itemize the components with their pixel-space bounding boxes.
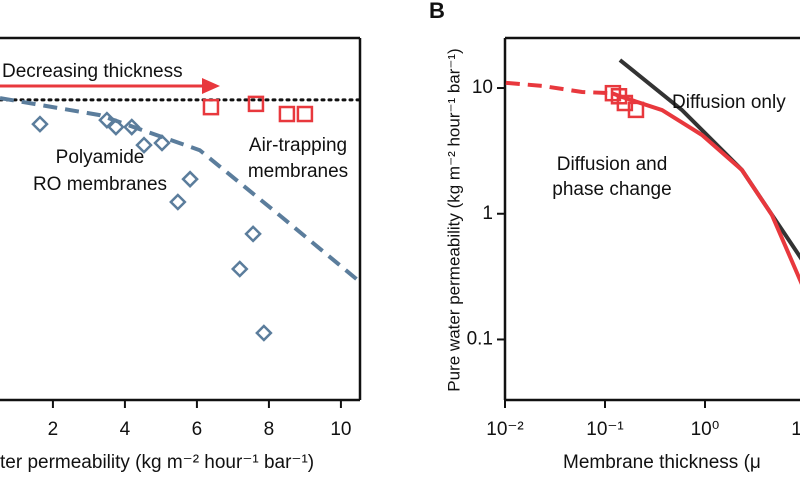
x-tick-label: 10 — [330, 419, 351, 440]
annotation: RO membranes — [33, 174, 167, 195]
y-tick-label: 0.1 — [467, 328, 493, 349]
diamond-point — [107, 118, 125, 136]
x-tick-label: 10¹ — [791, 419, 800, 440]
y-tick-label: 1 — [482, 203, 493, 224]
square-point — [247, 95, 265, 113]
x-tick-label: 4 — [120, 419, 131, 440]
annotation: Diffusion only — [672, 92, 786, 113]
diamond-point — [230, 260, 249, 278]
panel-label: B — [429, 0, 445, 23]
annotation: membranes — [248, 161, 348, 182]
diamond-point — [135, 136, 153, 154]
diamond-point — [31, 115, 49, 133]
panel: 2 4 6 8 10 ter permeability (kg m⁻² hour⁻¹ ba… — [0, 36, 362, 473]
x-tick-label: 8 — [264, 419, 275, 440]
diamond-point — [255, 324, 273, 342]
annotation: Polyamide — [56, 147, 145, 168]
y-axis-label: Pure water permeability (kg m⁻² hour⁻¹ b… — [444, 48, 463, 391]
thickness-arrow — [0, 78, 220, 94]
annotation: Diffusion and — [557, 154, 668, 175]
annotation: Air-trapping — [249, 135, 347, 156]
panel: 10⁻² 10⁻¹ 10⁰ 10¹ 0.1 1 10 Membrane thickness (… — [429, 0, 800, 473]
x-tick-label: 10⁰ — [691, 419, 720, 440]
square-point — [296, 105, 314, 123]
curve — [505, 80, 612, 96]
x-axis-label: ter permeability (kg m⁻² hour⁻¹ bar⁻¹) — [0, 452, 314, 473]
annotation: phase change — [552, 179, 671, 200]
x-tick-label: 10⁻² — [486, 419, 524, 440]
y-tick-label: 10 — [472, 77, 493, 98]
diamond-point — [244, 225, 262, 243]
diamond-point — [169, 193, 187, 211]
square-point — [627, 101, 645, 119]
square-point — [202, 98, 220, 116]
diamond-point — [181, 170, 199, 188]
square-point — [278, 105, 296, 123]
diamond-point — [153, 134, 171, 152]
x-axis-label: Membrane thickness (μ — [563, 452, 761, 473]
arrow-head — [202, 78, 220, 94]
annotation: Decreasing thickness — [2, 61, 183, 82]
diamond-point — [122, 118, 141, 136]
x-tick-label: 6 — [192, 419, 203, 440]
x-tick-label: 2 — [48, 419, 59, 440]
x-tick-label: 10⁻¹ — [586, 419, 624, 440]
curve — [0, 96, 362, 284]
